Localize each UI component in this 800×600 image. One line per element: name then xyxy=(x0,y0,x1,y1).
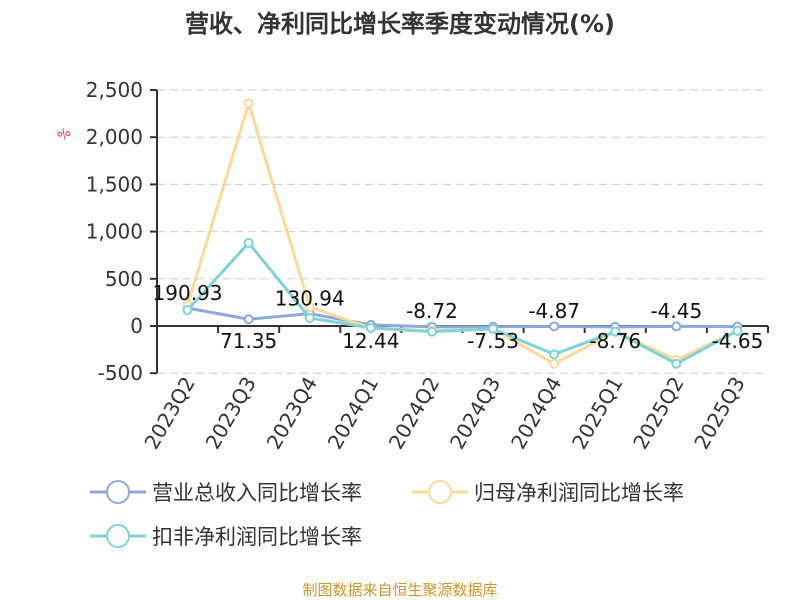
x-tick-label: 2025Q1 xyxy=(567,373,627,454)
data-point[interactable] xyxy=(671,321,682,332)
data-label: 12.44 xyxy=(342,329,399,353)
y-tick-label: 2,500 xyxy=(86,78,143,102)
data-point[interactable] xyxy=(365,322,376,333)
chart-title: 营收、净利同比增长率季度变动情况(%) xyxy=(185,10,615,38)
data-label: -7.53 xyxy=(467,329,519,353)
x-tick-label: 2024Q2 xyxy=(384,373,444,454)
data-point[interactable] xyxy=(549,349,560,360)
x-tick-label: 2024Q1 xyxy=(323,373,383,454)
data-label: -4.87 xyxy=(528,299,580,323)
legend-marker[interactable] xyxy=(428,480,452,504)
y-tick-label: 2,000 xyxy=(86,125,143,149)
legend-label[interactable]: 扣非净利润同比增长率 xyxy=(152,525,362,549)
x-tick-label: 2023Q2 xyxy=(139,373,199,454)
data-point[interactable] xyxy=(304,312,315,323)
x-tick-label: 2024Q4 xyxy=(506,373,566,454)
x-tick-label: 2023Q3 xyxy=(201,373,261,454)
source-note: 制图数据来自恒生聚源数据库 xyxy=(302,581,497,599)
data-point[interactable] xyxy=(304,302,315,313)
x-tick-label: 2025Q3 xyxy=(689,373,749,454)
legend-marker[interactable] xyxy=(106,524,130,548)
series-line xyxy=(186,240,739,366)
y-tick-label: 500 xyxy=(105,267,143,291)
data-label: 71.35 xyxy=(220,329,277,353)
legend-label[interactable]: 归母净利润同比增长率 xyxy=(474,481,684,505)
data-point[interactable] xyxy=(671,358,682,369)
y-tick-label: 1,000 xyxy=(86,220,143,244)
data-label: -4.65 xyxy=(712,329,764,353)
data-point[interactable] xyxy=(243,237,254,248)
data-point[interactable] xyxy=(732,325,743,336)
data-point[interactable] xyxy=(182,304,193,315)
legend-label[interactable]: 营业总收入同比增长率 xyxy=(152,481,362,505)
x-tick-label: 2023Q4 xyxy=(262,373,322,454)
watermark: % xyxy=(55,125,74,144)
y-tick-label: -500 xyxy=(98,361,143,385)
data-point[interactable] xyxy=(243,314,254,325)
data-point[interactable] xyxy=(426,326,437,337)
data-label: 190.93 xyxy=(153,281,223,305)
data-label: 130.94 xyxy=(275,287,345,311)
data-point[interactable] xyxy=(549,321,560,332)
y-tick-label: 1,500 xyxy=(86,172,143,196)
data-point[interactable] xyxy=(549,358,560,369)
series-line xyxy=(186,98,739,366)
legend-marker[interactable] xyxy=(106,480,130,504)
data-label: -4.45 xyxy=(650,299,702,323)
x-tick-label: 2024Q3 xyxy=(445,373,505,454)
x-tick-label: 2025Q2 xyxy=(628,373,688,454)
data-point[interactable] xyxy=(488,323,499,334)
y-tick-label: 0 xyxy=(130,314,143,338)
data-label: -8.72 xyxy=(406,299,458,323)
data-label: -8.76 xyxy=(589,329,641,353)
data-point[interactable] xyxy=(610,326,621,337)
data-point[interactable] xyxy=(243,98,254,109)
series-line xyxy=(187,306,738,329)
